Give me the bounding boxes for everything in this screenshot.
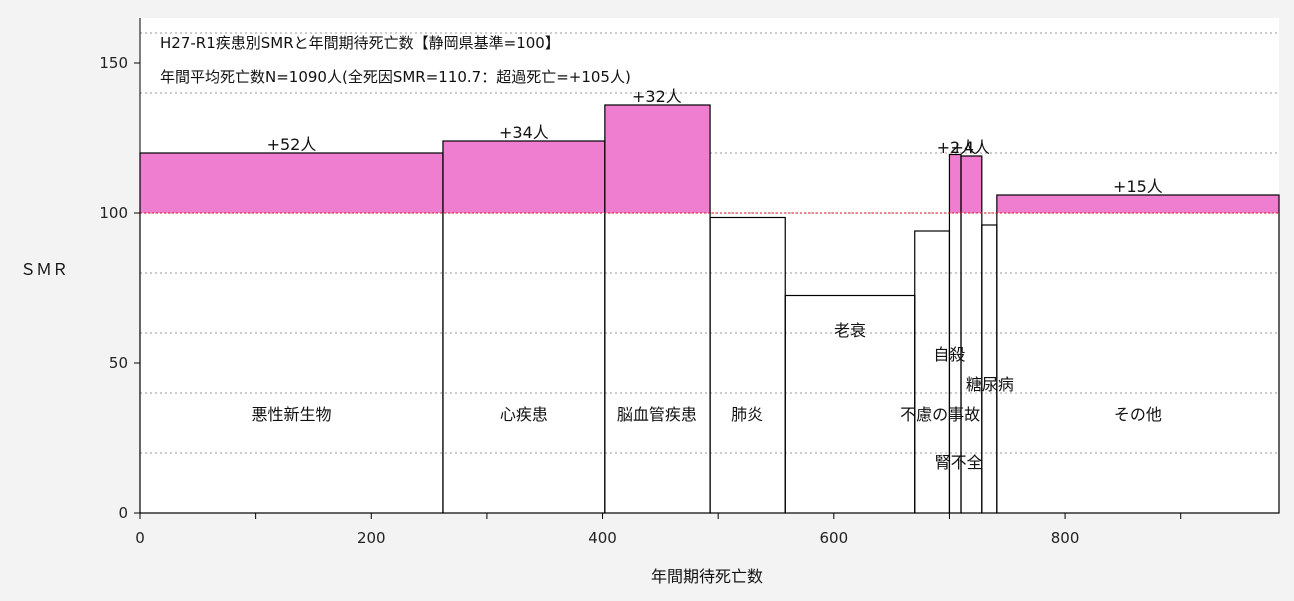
- axes: [134, 18, 1279, 519]
- x-tick-label: 400: [588, 529, 617, 547]
- category-label: 糖尿病: [966, 375, 1014, 394]
- excess-labels: +52人 +34人 +32人 +2人+4人 +15人: [267, 87, 1163, 196]
- x-tick-label: 0: [135, 529, 145, 547]
- y-tick-label: 150: [99, 54, 128, 72]
- excess-label: +34人: [499, 123, 549, 142]
- chart-subtitle: 年間平均死亡数N=1090人(全死因SMR=110.7：超過死亡=+105人): [160, 68, 631, 86]
- category-label: その他: [1114, 405, 1162, 424]
- excess-label: +32人: [632, 87, 682, 106]
- excess-bars: [140, 105, 1279, 213]
- category-label: 老衰: [834, 321, 866, 340]
- x-tick-labels: 0 200 400 600 800: [135, 529, 1079, 547]
- excess-bar: [604, 105, 711, 213]
- category-label: 腎不全: [935, 453, 983, 472]
- x-tick-label: 200: [357, 529, 386, 547]
- y-tick-label: 100: [99, 204, 128, 222]
- excess-label: +4人: [950, 138, 990, 157]
- y-tick-labels: 0 50 100 150: [99, 54, 128, 522]
- excess-bar: [996, 195, 1279, 213]
- chart-title: H27-R1疾患別SMRと年間期待死亡数【静岡県基準=100】: [160, 34, 560, 52]
- excess-label: +2人: [937, 138, 977, 157]
- y-axis-title: ＳＭＲ: [20, 260, 68, 279]
- category-label: 悪性新生物: [251, 405, 331, 424]
- excess-bar: [140, 153, 443, 213]
- category-label: 自殺: [933, 345, 965, 364]
- y-tick-label: 0: [118, 504, 128, 522]
- excess-label: +52人: [267, 135, 317, 154]
- excess-bar: [961, 156, 982, 213]
- x-axis-title: 年間期待死亡数: [651, 567, 763, 586]
- x-tick-label: 800: [1051, 529, 1080, 547]
- excess-label: +15人: [1113, 177, 1163, 196]
- excess-bar: [949, 154, 962, 213]
- excess-bar: [442, 141, 605, 213]
- category-label: 脳血管疾患: [617, 405, 697, 424]
- category-label: 肺炎: [731, 405, 763, 424]
- category-label: 不慮の事故: [900, 405, 980, 424]
- y-tick-label: 50: [109, 354, 128, 372]
- x-tick-label: 600: [819, 529, 848, 547]
- category-label: 心疾患: [500, 405, 548, 424]
